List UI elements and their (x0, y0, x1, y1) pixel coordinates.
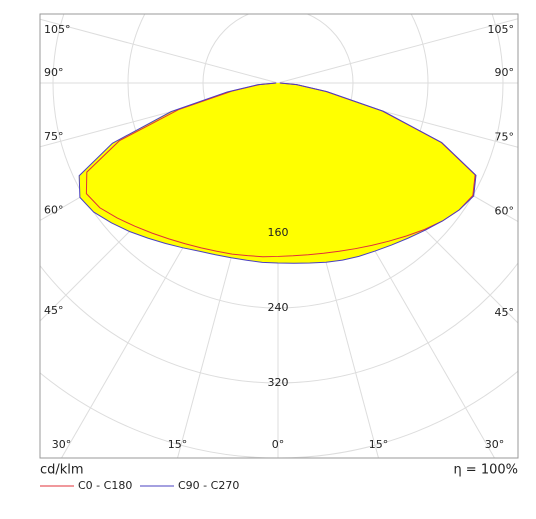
grid-spoke (40, 18, 279, 84)
ring-label: 240 (268, 301, 289, 314)
angle-label: 90° (495, 66, 515, 79)
legend-label: C90 - C270 (178, 479, 239, 492)
ring-label: 320 (268, 376, 289, 389)
frame (39, 13, 519, 459)
angle-label: 15° (168, 438, 188, 451)
angle-label: 45° (44, 304, 64, 317)
angle-label: 45° (495, 306, 515, 319)
labels: 0° 15° 15° 30° 30° 45° 45° 60° 60° 75° 75° 90° 90° 10… (44, 23, 514, 451)
angle-label: 60° (44, 203, 64, 216)
angle-label: 30° (485, 438, 505, 451)
efficiency-label: η = 100% (453, 463, 518, 478)
plot (78, 82, 477, 264)
intensity-curve (78, 82, 477, 264)
ring-label: 160 (268, 226, 289, 239)
intensity-curve (85, 82, 476, 258)
angle-label: 0° (272, 438, 285, 451)
angle-label: 75° (44, 130, 64, 143)
angle-label: 105° (488, 23, 515, 36)
grid-spoke (277, 18, 518, 84)
angle-label: 75° (495, 130, 515, 143)
legend-label: C0 - C180 (78, 479, 132, 492)
angle-label: 15° (369, 438, 389, 451)
angle-label: 90° (44, 66, 64, 79)
intensity-fill (79, 83, 476, 264)
angle-label: 60° (495, 205, 515, 218)
angle-label: 105° (44, 23, 71, 36)
unit-label: cd/klm (40, 463, 84, 478)
angle-label: 30° (52, 438, 72, 451)
